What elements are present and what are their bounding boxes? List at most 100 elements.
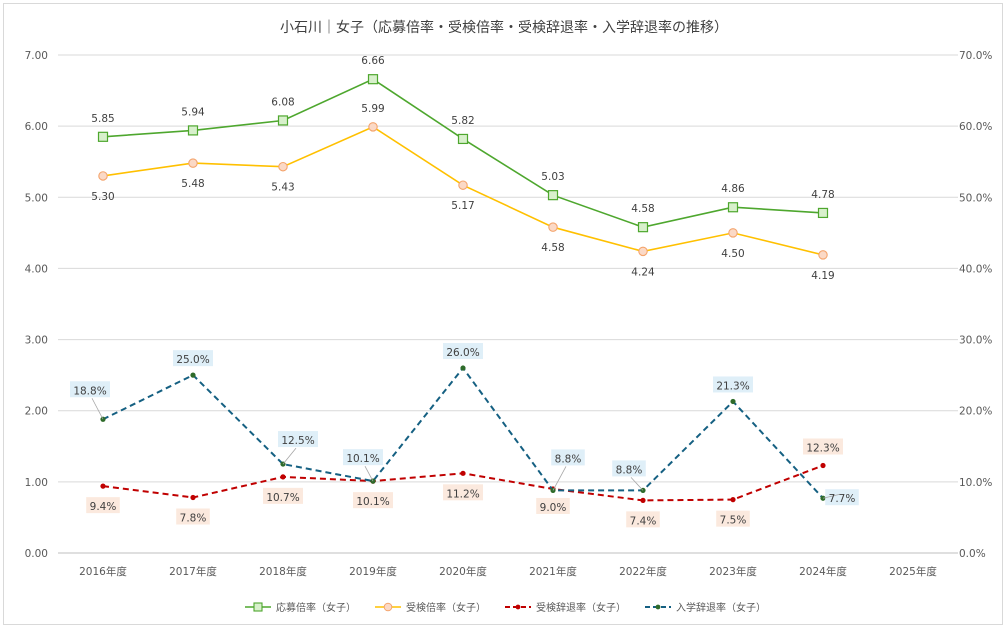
data-label: 11.2% — [446, 488, 479, 500]
right-axis-tick-label: 30.0% — [959, 335, 992, 347]
data-label: 10.7% — [266, 492, 299, 504]
data-point-marker — [639, 247, 647, 255]
data-point-marker — [459, 181, 467, 189]
data-label: 25.0% — [176, 354, 209, 366]
x-axis-tick-label: 2025年度 — [889, 565, 937, 578]
data-point-marker — [639, 223, 648, 232]
label-leader-line — [631, 477, 643, 490]
x-axis-tick-label: 2019年度 — [349, 565, 397, 578]
data-label: 7.8% — [180, 513, 207, 525]
label-leader-line — [283, 448, 296, 464]
data-label: 9.0% — [540, 502, 567, 514]
x-axis-tick-label: 2020年度 — [439, 565, 487, 578]
series-group — [99, 75, 828, 503]
label-leader-line — [553, 466, 566, 490]
data-point-marker — [820, 463, 825, 468]
data-point-marker — [279, 116, 288, 125]
x-axis: 2016年度 2017年度 2018年度 2019年度 2020年度 2021年度 2022… — [79, 565, 937, 578]
data-point-marker — [189, 159, 197, 167]
right-axis-tick-label: 20.0% — [959, 406, 992, 418]
data-point-marker — [460, 365, 465, 370]
left-axis-tick-label: 2.00 — [25, 406, 48, 418]
chart-title: 小石川｜女子（応募倍率・受検倍率・受検辞退率・入学辞退率の推移） — [280, 19, 728, 36]
data-label: 10.1% — [356, 496, 389, 508]
right-axis-tick-label: 60.0% — [959, 121, 992, 133]
data-point-marker — [279, 162, 287, 170]
right-axis: 0.0% 10.0% 20.0% 30.0% 40.0% 50.0% 60.0% 70.0% — [959, 50, 992, 560]
x-axis-tick-label: 2024年度 — [799, 565, 847, 578]
right-axis-tick-label: 40.0% — [959, 263, 992, 275]
data-point-marker — [819, 208, 828, 217]
left-axis-tick-label: 5.00 — [25, 192, 48, 204]
data-point-marker — [730, 399, 735, 404]
data-label: 5.43 — [271, 182, 294, 194]
left-axis-tick-label: 1.00 — [25, 477, 48, 489]
data-label: 4.50 — [721, 248, 744, 260]
legend-label: 受検倍率（女子） — [406, 601, 486, 614]
data-point-marker — [549, 223, 557, 231]
data-label: 4.86 — [721, 183, 745, 195]
data-point-marker — [190, 373, 195, 378]
data-label: 6.66 — [361, 55, 385, 67]
data-point-marker — [280, 474, 285, 479]
left-axis-tick-label: 0.00 — [25, 548, 48, 560]
legend-marker — [384, 603, 392, 611]
right-axis-tick-label: 0.0% — [959, 548, 986, 560]
chart-svg: 小石川｜女子（応募倍率・受検倍率・受検辞退率・入学辞退率の推移） 0.00 1.0… — [0, 0, 1008, 630]
left-axis-tick-label: 6.00 — [25, 121, 48, 133]
data-label: 6.08 — [271, 96, 294, 108]
legend-marker — [516, 605, 521, 610]
label-leader-line — [92, 398, 103, 419]
data-point-marker — [99, 172, 107, 180]
x-axis-tick-label: 2023年度 — [709, 565, 757, 578]
data-label: 18.8% — [73, 385, 106, 397]
data-point-marker — [730, 497, 735, 502]
data-label: 10.1% — [346, 453, 379, 465]
legend: 応募倍率（女子） 受検倍率（女子） 受検辞退率（女子） 入学辞退率（女子） — [245, 601, 766, 614]
data-label: 7.5% — [720, 515, 747, 527]
data-label: 5.48 — [181, 178, 204, 190]
left-axis: 0.00 1.00 2.00 3.00 4.00 5.00 6.00 7.00 — [25, 50, 48, 560]
data-label: 21.3% — [716, 380, 749, 392]
data-label: 7.4% — [630, 515, 657, 527]
data-point-marker — [459, 134, 468, 143]
data-label: 4.24 — [631, 266, 655, 278]
data-point-marker — [640, 498, 645, 503]
data-point-marker — [729, 203, 738, 212]
data-label: 4.19 — [811, 270, 834, 282]
legend-label: 受検辞退率（女子） — [536, 601, 626, 614]
x-axis-tick-label: 2022年度 — [619, 565, 667, 578]
left-axis-tick-label: 7.00 — [25, 50, 48, 62]
data-label: 4.58 — [631, 203, 654, 215]
right-axis-tick-label: 70.0% — [959, 50, 992, 62]
data-point-marker — [369, 75, 378, 84]
legend-label: 応募倍率（女子） — [276, 601, 356, 614]
legend-marker — [656, 605, 661, 610]
data-label: 5.99 — [361, 103, 384, 115]
data-point-marker — [369, 123, 377, 131]
data-point-marker — [190, 495, 195, 500]
data-label: 8.8% — [555, 453, 582, 465]
x-axis-tick-label: 2021年度 — [529, 565, 577, 578]
legend-label: 入学辞退率（女子） — [676, 601, 766, 614]
data-label: 5.82 — [451, 115, 474, 127]
data-label: 5.30 — [91, 191, 114, 203]
data-label: 12.3% — [806, 442, 839, 454]
data-label: 5.94 — [181, 106, 205, 118]
data-label: 7.7% — [829, 493, 856, 505]
data-point-marker — [189, 126, 198, 135]
data-label: 5.85 — [91, 113, 114, 125]
x-axis-tick-label: 2018年度 — [259, 565, 307, 578]
data-point-marker — [99, 132, 108, 141]
data-point-marker — [100, 484, 105, 489]
data-point-marker — [460, 471, 465, 476]
data-label: 8.8% — [616, 464, 643, 476]
x-axis-tick-label: 2016年度 — [79, 565, 127, 578]
data-label: 5.03 — [541, 171, 564, 183]
data-label: 5.17 — [451, 200, 474, 212]
data-label: 12.5% — [281, 435, 314, 447]
x-axis-tick-label: 2017年度 — [169, 565, 217, 578]
right-axis-tick-label: 50.0% — [959, 192, 992, 204]
left-axis-tick-label: 3.00 — [25, 335, 48, 347]
legend-marker — [254, 603, 262, 611]
